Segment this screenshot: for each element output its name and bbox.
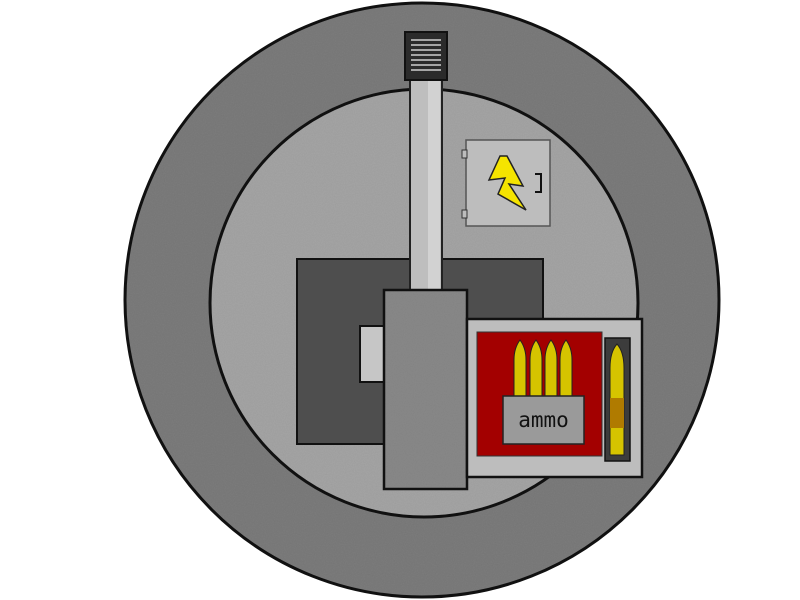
barrel-highlight [428,78,440,292]
electric-box [461,139,551,227]
barrel-muzzle [404,31,448,81]
lightning-bolt-icon [487,155,527,211]
electric-box-handle [535,173,542,193]
turret-side-nub [359,325,387,383]
bullet-icon [544,339,558,403]
electric-box-hinge-bottom [461,209,468,219]
feed-round-band [610,398,624,428]
ammo-label: ammo [518,408,569,432]
muzzle-body [404,31,448,81]
bullet-icon [513,339,527,403]
electric-box-hinge-top [461,149,468,159]
bullet-icon [529,339,543,403]
bullet-icon [559,339,573,403]
bullet-group [513,339,573,403]
turret-body-texture [384,290,467,489]
ammo-label-plate [502,395,585,445]
ammo-box: ammo [465,317,644,479]
